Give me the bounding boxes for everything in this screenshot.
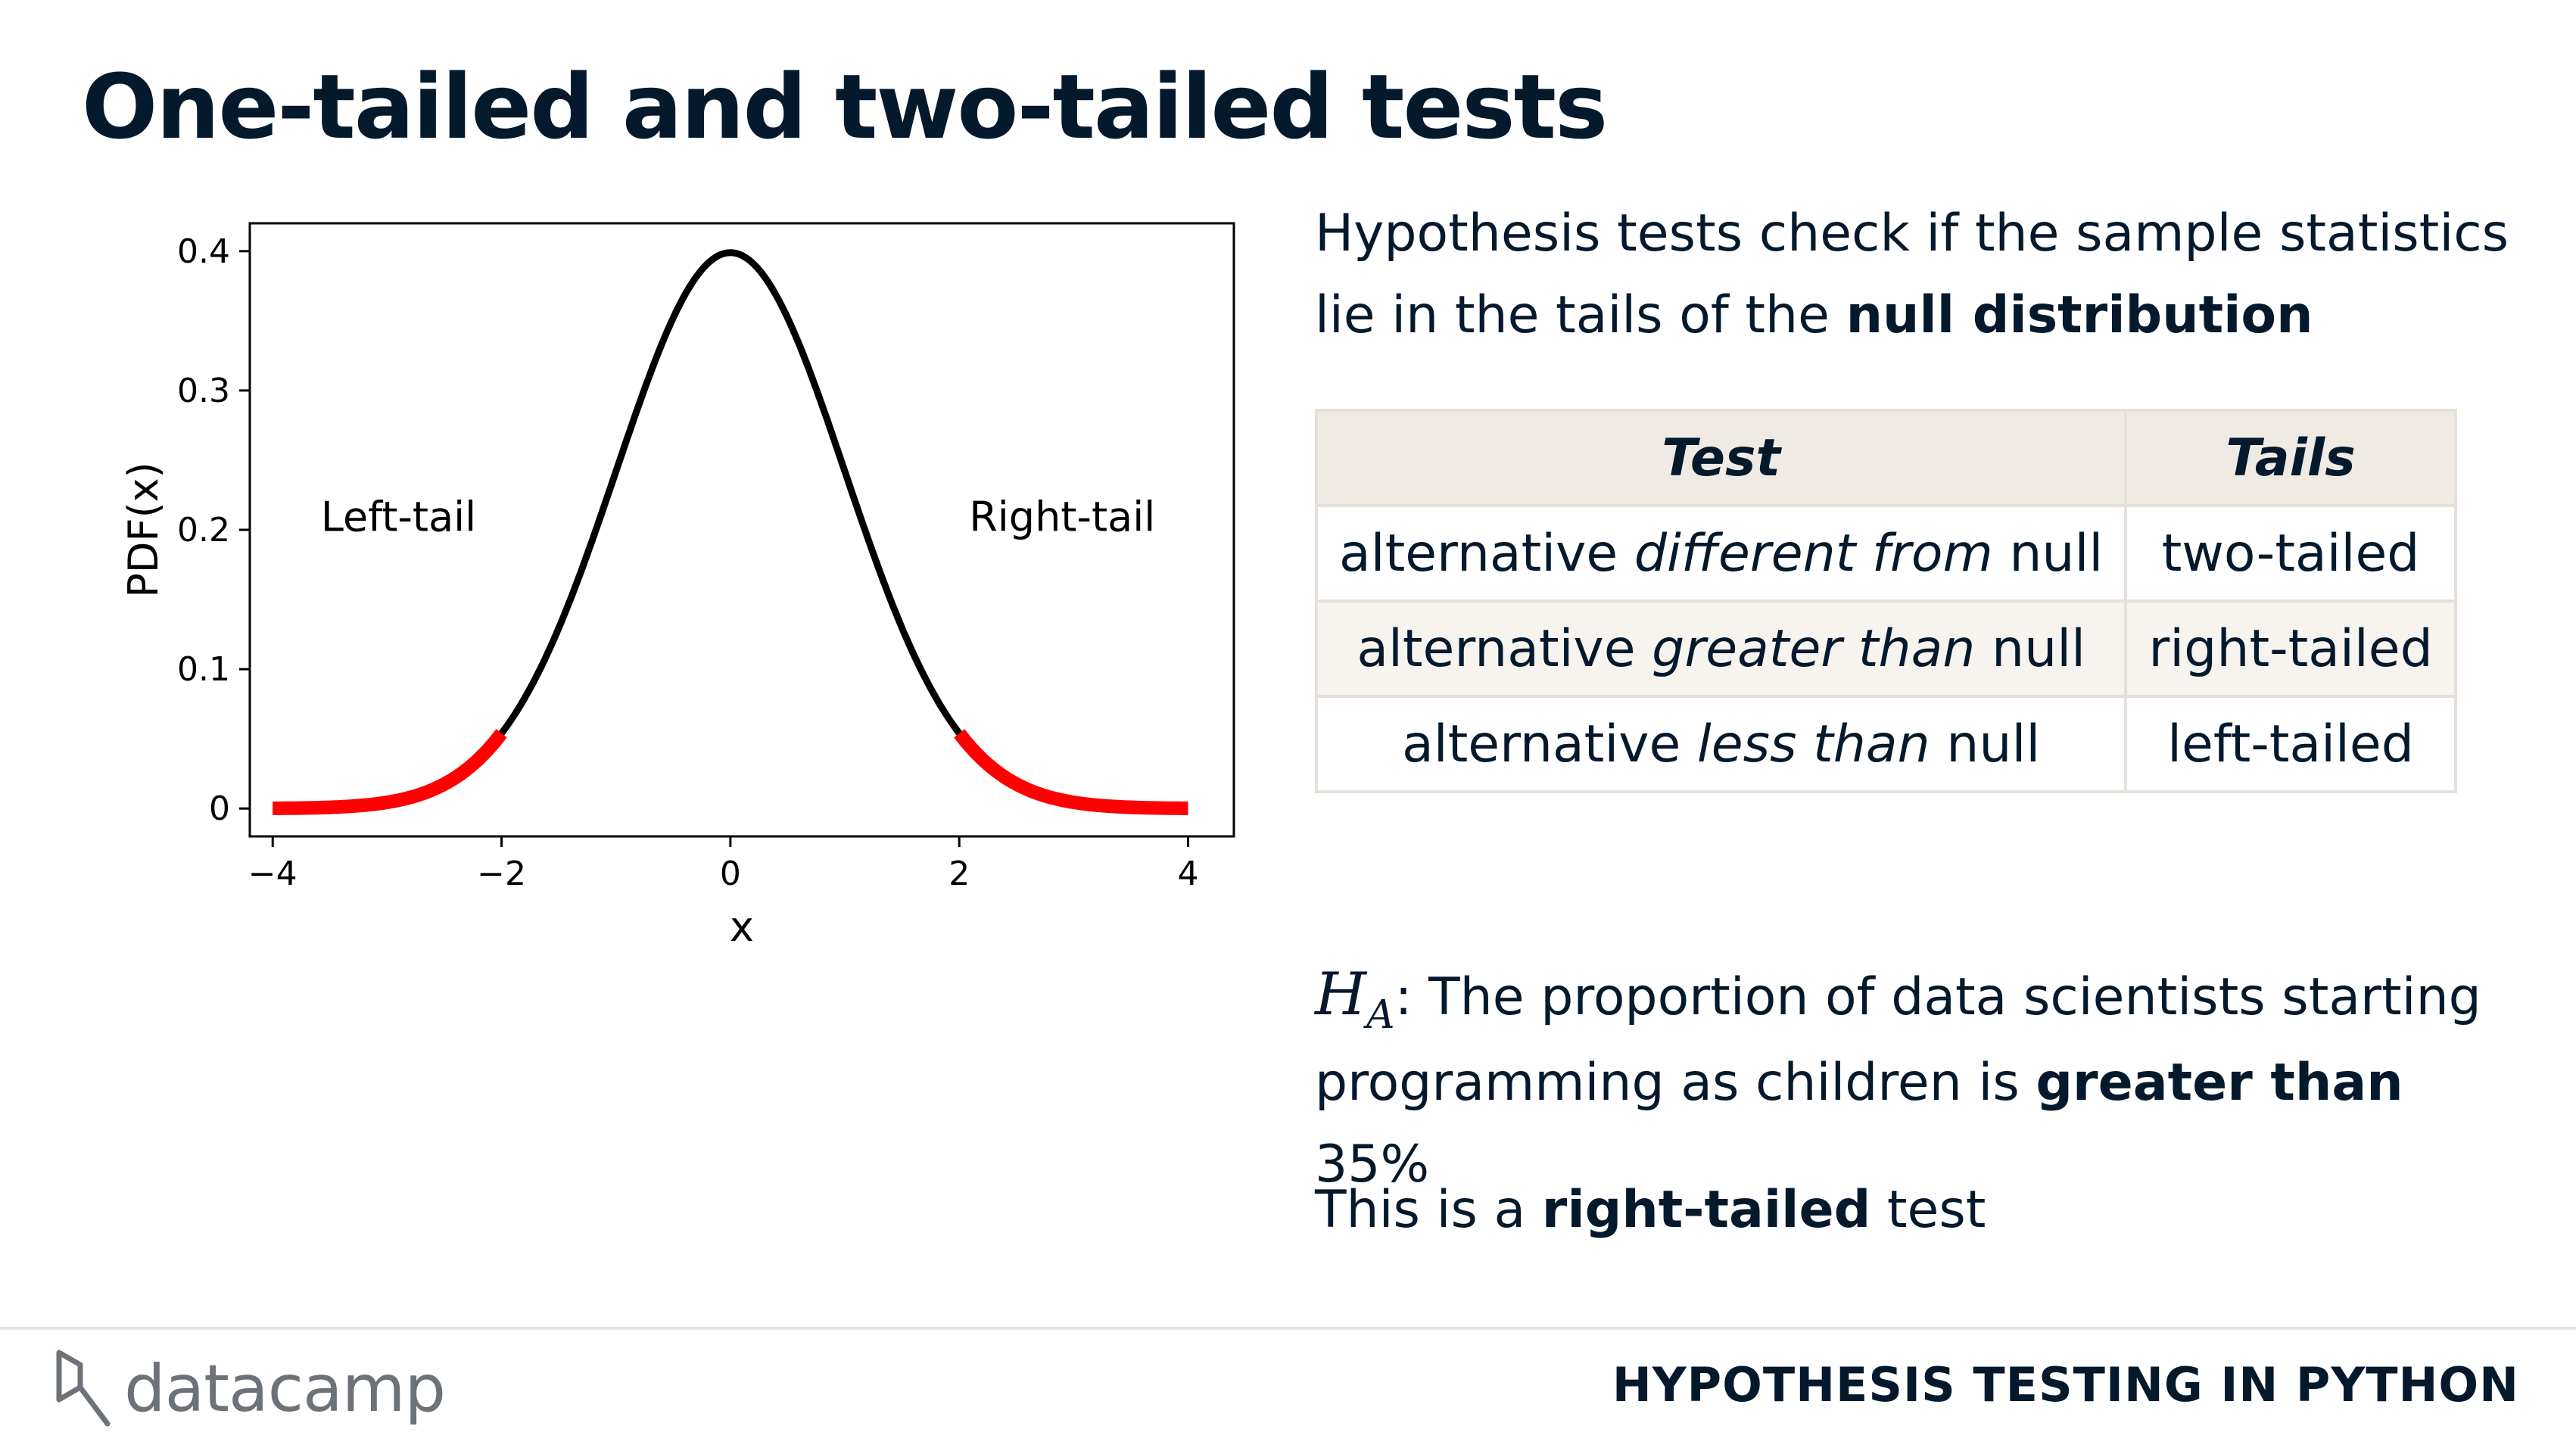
tails-cell: left-tailed bbox=[2124, 695, 2457, 793]
y-tick-label: 0 bbox=[209, 789, 230, 828]
test-prefix: alternative bbox=[1357, 618, 1652, 679]
slide-title: One-tailed and two-tailed tests bbox=[82, 54, 1608, 159]
ha-text: : The proportion of data scientists star… bbox=[1315, 967, 2481, 1113]
alternative-hypothesis: HA: The proportion of data scientists st… bbox=[1315, 954, 2526, 1206]
y-tick-label: 0.4 bbox=[177, 232, 230, 271]
y-tick-label: 0.2 bbox=[177, 511, 230, 550]
x-tick-label: 0 bbox=[720, 855, 741, 893]
conclusion-before: This is a bbox=[1315, 1180, 1542, 1240]
x-tick-label: −4 bbox=[248, 855, 297, 893]
header-tails: Tails bbox=[2124, 409, 2457, 507]
left-tail-curve bbox=[266, 727, 508, 815]
test-suffix: null bbox=[1992, 523, 2104, 584]
ha-emphasis: greater than bbox=[2036, 1053, 2403, 1113]
conclusion-emphasis: right-tailed bbox=[1541, 1180, 1871, 1240]
ha-symbol: H bbox=[1315, 961, 1367, 1029]
intro-emphasis: null distribution bbox=[1846, 285, 2313, 345]
datacamp-logo-icon bbox=[56, 1350, 111, 1427]
test-italic: less than bbox=[1696, 714, 1930, 774]
y-axis-label: PDF(x) bbox=[120, 462, 167, 597]
intro-text-body: Hypothesis tests check if the sample sta… bbox=[1315, 204, 2509, 345]
test-suffix: null bbox=[1975, 618, 2085, 679]
ha-subscript: A bbox=[1366, 992, 1395, 1038]
y-tick-label: 0.3 bbox=[177, 372, 230, 410]
right-tail-label: Right-tail bbox=[969, 494, 1155, 541]
normal-distribution-chart: −4 −2 0 2 4 0 0.1 0.2 0.3 0.4 x PDF(x) Left-tail Righ… bbox=[120, 222, 1235, 946]
tails-cell: two-tailed bbox=[2124, 504, 2457, 603]
course-name: HYPOTHESIS TESTING IN PYTHON bbox=[1612, 1357, 2519, 1412]
x-tick-label: 2 bbox=[948, 855, 970, 893]
y-tick-label: 0.1 bbox=[177, 650, 230, 689]
footer-divider bbox=[0, 1327, 2576, 1330]
test-prefix: alternative bbox=[1402, 714, 1697, 774]
tails-table: Test Tails alternative different from nu… bbox=[1314, 409, 2457, 793]
center-curve bbox=[498, 249, 963, 737]
test-prefix: alternative bbox=[1339, 523, 1634, 584]
ha-text-after: 35% bbox=[1315, 1135, 1430, 1194]
x-tick-label: −2 bbox=[477, 855, 526, 893]
tails-cell: right-tailed bbox=[2124, 599, 2457, 698]
conclusion-text: This is a right-tailed test bbox=[1315, 1169, 1986, 1251]
test-italic: different from bbox=[1634, 523, 1993, 584]
header-test: Test bbox=[1314, 409, 2128, 507]
test-italic: greater than bbox=[1652, 618, 1976, 679]
right-tail-curve bbox=[953, 727, 1195, 815]
conclusion-after: test bbox=[1870, 1180, 1986, 1240]
left-tail-label: Left-tail bbox=[321, 494, 476, 541]
x-axis-label: x bbox=[730, 903, 754, 946]
test-suffix: null bbox=[1930, 714, 2041, 774]
logo-text: datacamp bbox=[124, 1351, 446, 1427]
datacamp-logo: datacamp bbox=[53, 1347, 446, 1431]
x-tick-label: 4 bbox=[1178, 855, 1199, 893]
table-row: alternative greater than null right-tail… bbox=[1314, 599, 2457, 698]
table-header-row: Test Tails bbox=[1314, 409, 2457, 507]
table-row: alternative different from null two-tail… bbox=[1314, 504, 2457, 603]
table-row: alternative less than null left-tailed bbox=[1314, 695, 2457, 793]
test-cell: alternative greater than null bbox=[1314, 599, 2128, 698]
test-cell: alternative different from null bbox=[1314, 504, 2128, 603]
intro-text: Hypothesis tests check if the sample sta… bbox=[1315, 193, 2526, 357]
test-cell: alternative less than null bbox=[1314, 695, 2128, 793]
